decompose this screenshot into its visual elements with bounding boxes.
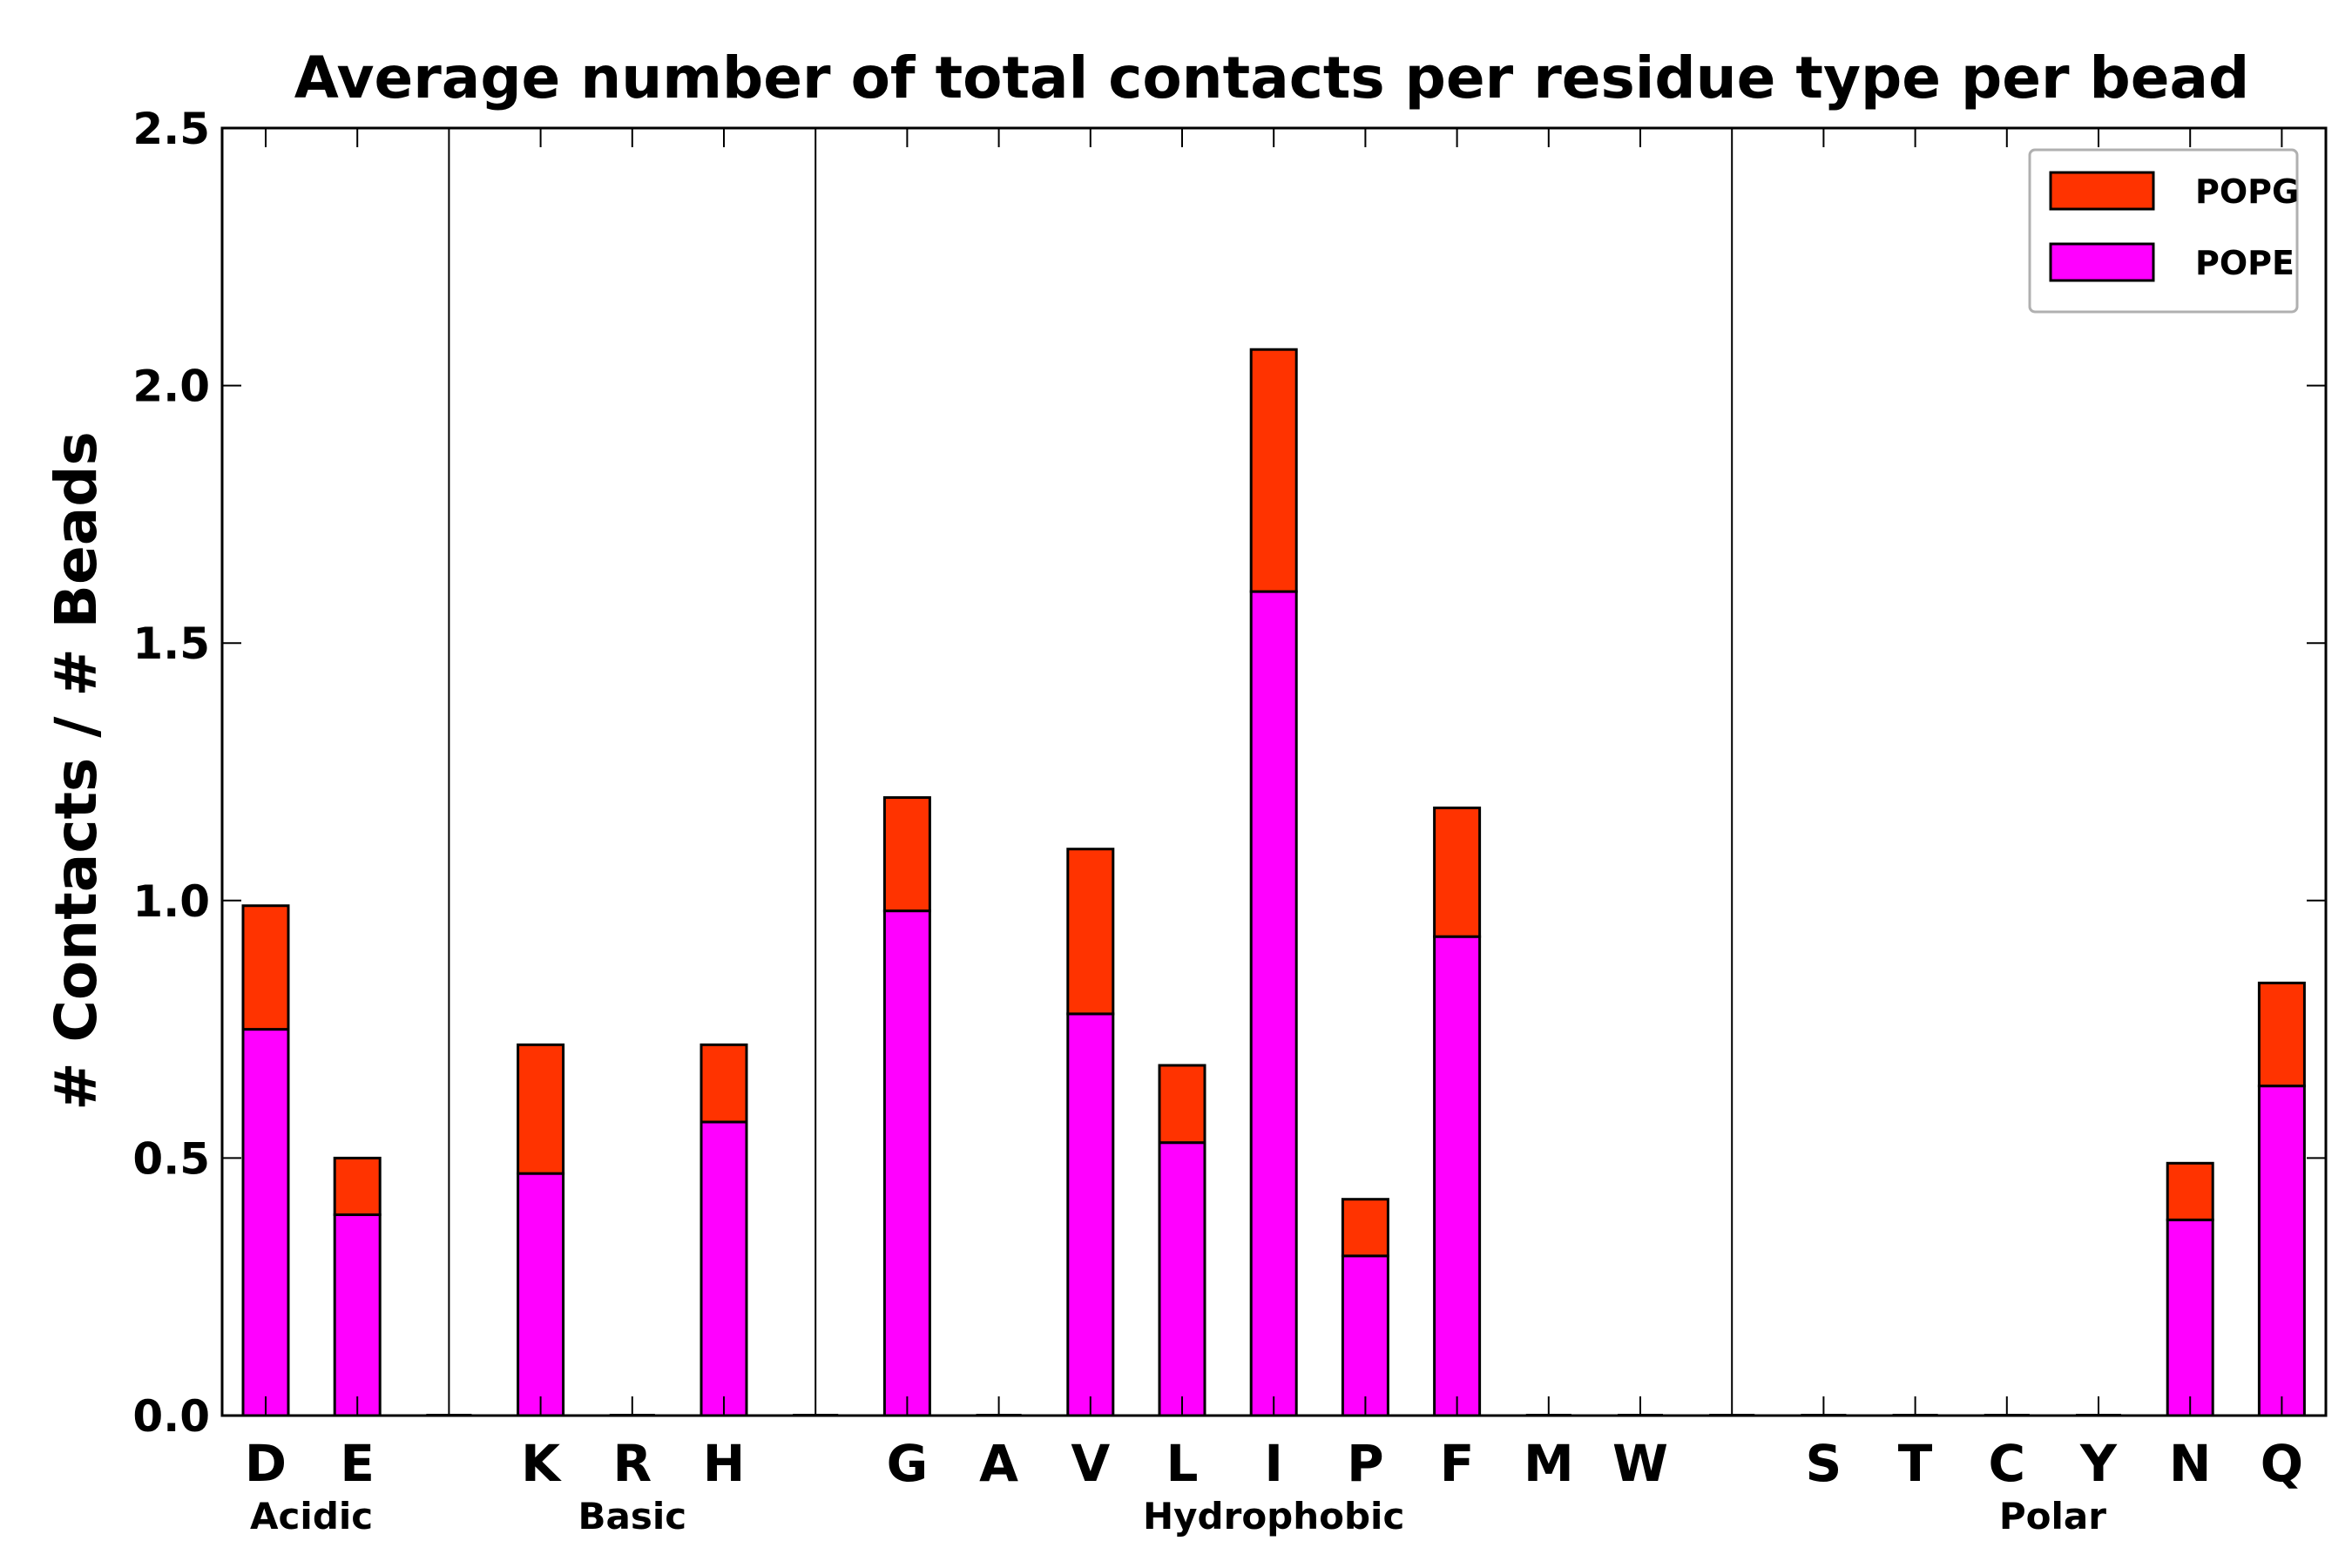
bar-popg-V [1066, 848, 1115, 1016]
category-label-I: I [1264, 1434, 1283, 1493]
bar-popg-N [2166, 1161, 2214, 1221]
category-label-H: H [703, 1434, 746, 1493]
bar-popg-L [1158, 1064, 1206, 1145]
bar-pope-D [241, 1028, 290, 1417]
y-tick-label: 0.0 [132, 1391, 210, 1442]
bar-pope-L [1158, 1141, 1206, 1417]
category-label-C: C [1989, 1434, 2026, 1493]
bar-popg-E [333, 1156, 382, 1216]
category-label-K: K [521, 1434, 562, 1493]
bar-popg-D [241, 904, 290, 1031]
category-label-Y: Y [2079, 1434, 2118, 1493]
category-label-M: M [1524, 1434, 1574, 1493]
category-label-P: P [1347, 1434, 1384, 1493]
bar-popg-P [1341, 1198, 1389, 1258]
bar-popg-I [1249, 348, 1298, 593]
y-axis-title: # Contacts / # Beads [43, 431, 110, 1111]
category-label-G: G [887, 1434, 929, 1493]
y-tick-label: 2.0 [132, 362, 210, 412]
legend-swatch-pope [2049, 242, 2155, 282]
group-label-hydrophobic: Hydrophobic [1143, 1495, 1404, 1538]
category-label-F: F [1440, 1434, 1475, 1493]
bar-popg-F [1433, 806, 1482, 938]
bar-popg-Q [2257, 981, 2306, 1088]
group-label-basic: Basic [578, 1495, 686, 1538]
legend-label-popg: POPG [2195, 172, 2299, 211]
y-tick-label: 0.5 [132, 1133, 210, 1184]
category-label-V: V [1071, 1434, 1110, 1493]
category-label-Q: Q [2261, 1434, 2303, 1493]
category-label-W: W [1612, 1434, 1668, 1493]
y-tick-label: 1.5 [132, 618, 210, 669]
legend: POPG POPE [2028, 148, 2299, 314]
bar-pope-V [1066, 1012, 1115, 1417]
category-label-A: A [979, 1434, 1018, 1493]
category-label-T: T [1898, 1434, 1933, 1493]
bar-pope-F [1433, 935, 1482, 1417]
legend-label-pope: POPE [2195, 244, 2295, 282]
bar-pope-Q [2257, 1085, 2306, 1417]
y-tick-label: 1.0 [132, 876, 210, 927]
category-label-E: E [340, 1434, 375, 1493]
y-tick-label: 2.5 [132, 104, 210, 154]
bar-pope-K [517, 1172, 565, 1417]
chart-title: Average number of total contacts per res… [294, 44, 2250, 112]
bar-pope-P [1341, 1254, 1389, 1417]
bar-pope-I [1249, 590, 1298, 1417]
labels: 0.0 0.5 1.0 1.5 2.0 2.5 D E K R H G A V L I P F M W S T C Y N Q Ac… [132, 104, 2303, 1538]
category-label-N: N [2169, 1434, 2212, 1493]
legend-swatch-popg [2049, 171, 2155, 211]
bars [241, 348, 2306, 1417]
group-label-polar: Polar [1999, 1495, 2106, 1538]
category-label-S: S [1806, 1434, 1842, 1493]
bar-popg-G [882, 796, 931, 913]
bar-pope-G [882, 909, 931, 1417]
bar-pope-N [2166, 1218, 2214, 1417]
category-label-L: L [1166, 1434, 1199, 1493]
bar-popg-H [700, 1043, 748, 1124]
bar-popg-K [517, 1043, 565, 1175]
group-label-acidic: Acidic [250, 1495, 373, 1538]
bar-pope-H [700, 1120, 748, 1417]
category-label-D: D [245, 1434, 287, 1493]
bar-pope-E [333, 1213, 382, 1417]
category-label-R: R [612, 1434, 652, 1493]
ticks [222, 127, 2326, 1416]
